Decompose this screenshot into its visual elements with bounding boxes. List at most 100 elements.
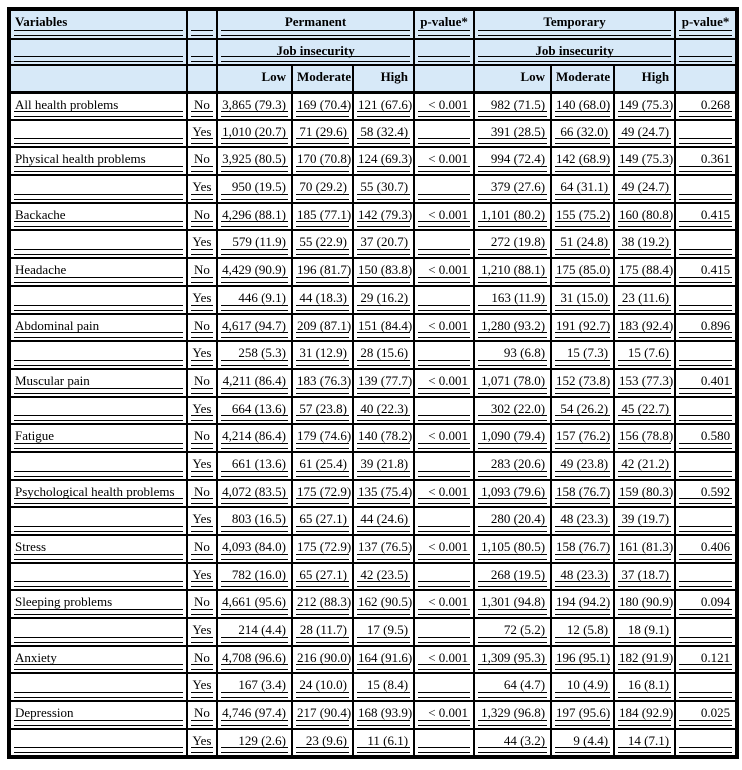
cell-pvalue-permanent [413,395,476,426]
header-row-levels: Low Moderate High Low Moderate High [8,64,739,94]
cell-permanent-high: 168 (93.9) [351,700,416,730]
cell-pvalue-temporary: 0.580 [674,423,739,453]
cell-temporary-low: 64 (4.7) [473,672,553,703]
cell-pvalue-permanent [413,561,476,592]
cell-pvalue-permanent: < 0.001 [413,644,476,675]
cell-variable [8,506,188,536]
cell-variable [8,727,188,758]
cell-pvalue-permanent: < 0.001 [413,201,476,232]
cell-permanent-low: 661 (13.6) [216,450,293,481]
header-spacer-pvalue-temporary [674,38,739,66]
header-spacer-pvalue-permanent2 [413,64,476,94]
cell-temporary-high: 45 (22.7) [613,395,677,426]
cell-pvalue-permanent [413,174,476,204]
table-row: Abdominal pain No 4,617 (94.7) 209 (87.1) 15… [8,312,739,343]
cell-permanent-low: 258 (5.3) [216,340,293,370]
header-spacer-variables [8,38,188,66]
cell-permanent-moderate: 212 (88.3) [291,589,354,620]
cell-permanent-high: 124 (69.3) [351,146,416,177]
cell-answer: No [186,146,218,177]
cell-pvalue-permanent: < 0.001 [413,257,476,287]
cell-pvalue-temporary: 0.415 [674,201,739,232]
cell-pvalue-temporary [674,672,739,703]
cell-permanent-low: 167 (3.4) [216,672,293,703]
cell-temporary-moderate: 175 (85.0) [550,257,616,287]
cell-permanent-low: 4,211 (86.4) [216,367,293,398]
cell-permanent-moderate: 196 (81.7) [291,257,354,287]
cell-permanent-high: 140 (78.2) [351,423,416,453]
cell-answer: No [186,257,218,287]
cell-variable: Anxiety [8,644,188,675]
col-header-permanent-high: High [351,64,416,94]
cell-pvalue-temporary [674,617,739,647]
cell-temporary-moderate: 48 (23.3) [550,506,616,536]
table-row: Psychological health problems No 4,072 (83… [8,478,739,509]
cell-pvalue-temporary: 0.406 [674,534,739,564]
col-header-job-insecurity-temporary: Job insecurity [473,38,677,66]
cell-temporary-low: 280 (20.4) [473,506,553,536]
header-spacer-pvalue-temporary2 [674,64,739,94]
cell-pvalue-permanent: < 0.001 [413,700,476,730]
cell-temporary-high: 39 (19.7) [613,506,677,536]
cell-temporary-moderate: 197 (95.6) [550,700,616,730]
cell-pvalue-temporary [674,395,739,426]
cell-answer: Yes [186,617,218,647]
cell-answer: No [186,201,218,232]
cell-permanent-high: 39 (21.8) [351,450,416,481]
table-body: All health problems No 3,865 (79.3) 169 (70… [8,91,739,758]
col-header-temporary-moderate: Moderate [550,64,616,94]
cell-temporary-low: 1,309 (95.3) [473,644,553,675]
cell-pvalue-temporary: 0.121 [674,644,739,675]
table-row: Depression No 4,746 (97.4) 217 (90.4) 168 (9… [8,700,739,730]
cell-temporary-low: 268 (19.5) [473,561,553,592]
cell-answer: No [186,423,218,453]
cell-answer: Yes [186,727,218,758]
table-row: Yes 579 (11.9) 55 (22.9) 37 (20.7) 272 (19.8… [8,229,739,260]
header-row-job-insecurity: Job insecurity Job insecurity [8,38,739,66]
cell-permanent-high: 58 (32.4) [351,118,416,149]
cell-permanent-moderate: 71 (29.6) [291,118,354,149]
cell-temporary-moderate: 140 (68.0) [550,91,616,121]
cell-temporary-high: 149 (75.3) [613,91,677,121]
cell-permanent-high: 162 (90.5) [351,589,416,620]
cell-temporary-low: 1,301 (94.8) [473,589,553,620]
cell-permanent-moderate: 175 (72.9) [291,534,354,564]
col-header-answer-spacer [186,8,218,40]
cell-pvalue-temporary [674,284,739,315]
cell-permanent-low: 129 (2.6) [216,727,293,758]
cell-temporary-moderate: 158 (76.7) [550,534,616,564]
cell-permanent-moderate: 61 (25.4) [291,450,354,481]
cell-temporary-high: 15 (7.6) [613,340,677,370]
cell-pvalue-temporary [674,174,739,204]
cell-variable [8,284,188,315]
table-row: Yes 950 (19.5) 70 (29.2) 55 (30.7) 379 (27.6… [8,174,739,204]
cell-permanent-high: 151 (84.4) [351,312,416,343]
cell-permanent-low: 446 (9.1) [216,284,293,315]
table-row: Yes 258 (5.3) 31 (12.9) 28 (15.6) 93 (6.8) 15… [8,340,739,370]
header-row-groups: Variables Permanent p-value* Temporary p… [8,8,739,40]
cell-answer: No [186,312,218,343]
cell-temporary-high: 182 (91.9) [613,644,677,675]
cell-temporary-low: 1,093 (79.6) [473,478,553,509]
cell-pvalue-temporary [674,118,739,149]
cell-pvalue-temporary [674,561,739,592]
cell-permanent-moderate: 65 (27.1) [291,561,354,592]
header-spacer-pvalue-permanent [413,38,476,66]
cell-temporary-low: 163 (11.9) [473,284,553,315]
cell-permanent-low: 782 (16.0) [216,561,293,592]
table-row: Anxiety No 4,708 (96.6) 216 (90.0) 164 (91.6… [8,644,739,675]
cell-permanent-low: 579 (11.9) [216,229,293,260]
cell-answer: Yes [186,174,218,204]
col-header-pvalue-permanent: p-value* [413,8,476,40]
cell-pvalue-permanent: < 0.001 [413,534,476,564]
cell-variable [8,395,188,426]
col-header-job-insecurity-permanent: Job insecurity [215,38,416,66]
cell-temporary-high: 37 (18.7) [613,561,677,592]
cell-temporary-high: 175 (88.4) [613,257,677,287]
cell-permanent-low: 4,429 (90.9) [216,257,293,287]
cell-variable: Stress [8,534,188,564]
cell-variable [8,118,188,149]
cell-temporary-high: 149 (75.3) [613,146,677,177]
cell-pvalue-permanent [413,727,476,758]
cell-pvalue-permanent: < 0.001 [413,423,476,453]
